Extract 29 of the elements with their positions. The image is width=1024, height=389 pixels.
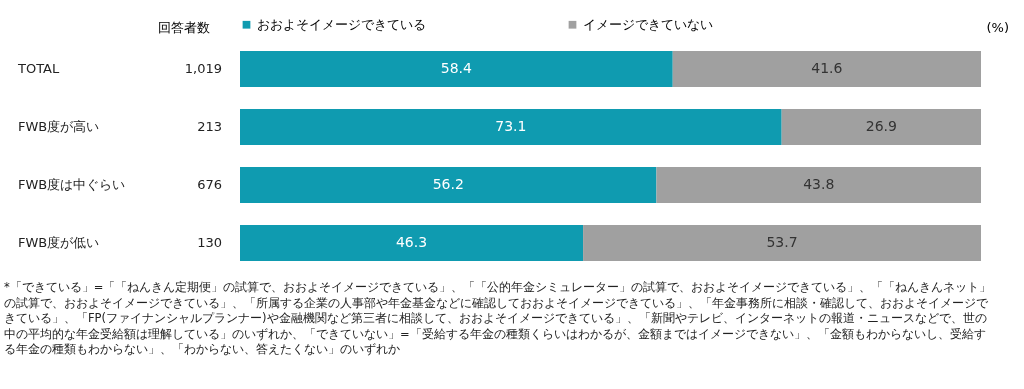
bar: [240, 51, 673, 87]
bar: [656, 167, 981, 203]
bar: [240, 225, 584, 261]
data-label: 58.4: [440, 60, 473, 76]
text: 676: [197, 177, 222, 192]
y-tick-label: TOTAL: [17, 61, 60, 76]
text: 130: [197, 235, 222, 250]
y-tick-label: FWB度が高い: [18, 119, 100, 134]
text: 213: [197, 119, 222, 134]
bar: [583, 225, 981, 261]
data-label: 73.1: [495, 118, 527, 134]
data-label: 46.3: [395, 234, 428, 250]
data-label: 26.9: [865, 118, 897, 134]
data-label: 43.8: [803, 176, 835, 192]
y-tick-label: FWB度が低い: [18, 235, 100, 250]
legend-label: おおよそイメージできている: [257, 16, 426, 32]
y-tick-label: FWB度は中ぐらい: [18, 177, 126, 192]
text: 回答者数: [158, 20, 210, 35]
data-label: 41.6: [811, 60, 843, 76]
text: (%): [986, 20, 1009, 35]
bar: [781, 109, 981, 145]
bar: [240, 167, 657, 203]
text: 1,019: [184, 61, 222, 76]
data-label: 56.2: [432, 176, 464, 192]
text: *「できている」=「「ねんきん定期便」の試算で、おおよそイメージできている」、「「公的年金シミュレーター」の試算で、おおよそイメージできている」、「「ねんきんネット」の試算で、おおよそイメージできている」、「所属する企業の人事部や年金基金などに確認しておおよそイメージできている」、「年金事務所に相談・確認して、おおよそイメージできている」、「FP(ファイナンシャルプランナー)や金融機関など第三者に相談して、おおよそイメージできている」、「新聞やテレビ、インターネットの報道・ニュースなどで、世の中の平均的な年金受給額は理解している」のいずれか、「できていない」=「受給する年金の種類くらいはわかるが、金額まではイメージできない」、「金額もわからないし、受給する年金の種類もわからない」、「わからない、答えたくない」のいずれか: [4, 280, 992, 356]
data-label: 53.7: [766, 234, 798, 250]
bar: [240, 109, 782, 145]
legend-label: イメージできていない: [583, 16, 713, 32]
bar: [672, 51, 981, 87]
